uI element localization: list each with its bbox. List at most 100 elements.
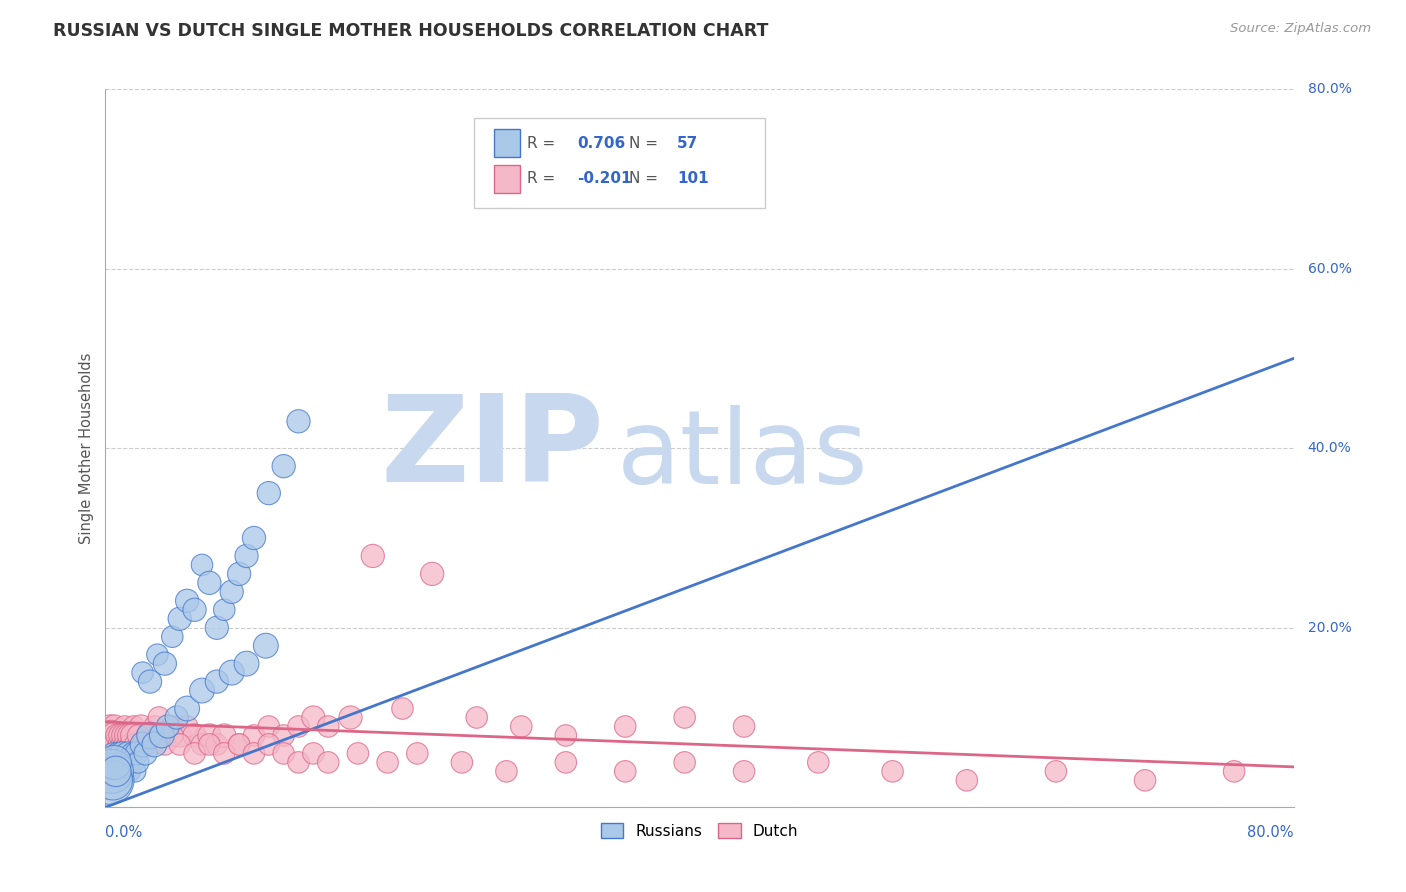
Point [103,756,125,770]
Point [111,728,134,742]
Bar [494,165,520,194]
Point [273,747,295,761]
Point [120,738,142,752]
Point [1045,764,1067,779]
Point [131,665,153,680]
Point [136,728,159,742]
Point [122,756,145,770]
Point [228,566,250,581]
Point [131,738,153,752]
Point [733,719,755,733]
Point [198,728,221,742]
Point [111,747,134,761]
Point [673,710,696,724]
Point [150,728,173,742]
Point [118,728,141,742]
Point [111,738,134,752]
Point [117,747,139,761]
Point [131,738,153,752]
Point [100,764,122,779]
Point [554,728,576,742]
Point [257,719,280,733]
Point [166,710,188,724]
Point [100,756,122,770]
Point [214,747,236,761]
Text: 60.0%: 60.0% [1308,261,1351,276]
Point [104,738,127,752]
Point [108,764,131,779]
Point [153,728,176,742]
Point [108,738,131,752]
Point [139,674,162,689]
Point [103,764,125,779]
Point [198,738,221,752]
Point [361,549,384,563]
Point [377,756,399,770]
Text: 80.0%: 80.0% [1308,82,1351,96]
Point [100,728,122,742]
Text: atlas: atlas [616,405,868,506]
Point [273,459,295,474]
Point [302,710,325,724]
Point [169,612,191,626]
Point [112,728,135,742]
Point [273,728,295,742]
Point [127,728,149,742]
Point [125,747,148,761]
Point [243,728,266,742]
Point [257,486,280,500]
Point [169,738,191,752]
Point [183,603,205,617]
Point [956,773,979,788]
Point [132,728,155,742]
Point [104,756,127,770]
Point [510,719,533,733]
Point [110,738,132,752]
Text: N =: N = [630,171,664,186]
Point [135,747,157,761]
Point [117,738,139,752]
Point [120,738,142,752]
Text: 0.0%: 0.0% [105,825,142,840]
Point [198,575,221,590]
Point [176,719,198,733]
Point [673,756,696,770]
Point [121,747,143,761]
Point [287,719,309,733]
Point [347,747,370,761]
FancyBboxPatch shape [474,118,765,208]
Point [176,701,198,715]
Point [97,728,120,742]
Point [614,764,637,779]
Point [169,728,191,742]
Point [614,719,637,733]
Point [101,728,124,742]
Point [146,648,169,662]
Point [235,657,257,671]
Text: 80.0%: 80.0% [1247,825,1294,840]
Point [228,738,250,752]
Point [129,719,152,733]
Point [302,747,325,761]
Point [1223,764,1246,779]
Point [124,738,146,752]
Point [139,728,162,742]
Text: ZIP: ZIP [381,390,605,507]
Point [153,657,176,671]
Point [316,719,339,733]
Point [139,728,162,742]
Point [118,728,141,742]
Point [214,728,236,742]
Point [1133,773,1156,788]
Point [465,710,488,724]
Point [124,764,146,779]
Point [117,738,139,752]
Point [191,738,214,752]
Point [495,764,517,779]
Text: R =: R = [527,136,561,151]
Point [115,764,138,779]
Point [100,738,122,752]
Point [287,414,309,428]
Point [98,719,121,733]
Point [114,756,136,770]
